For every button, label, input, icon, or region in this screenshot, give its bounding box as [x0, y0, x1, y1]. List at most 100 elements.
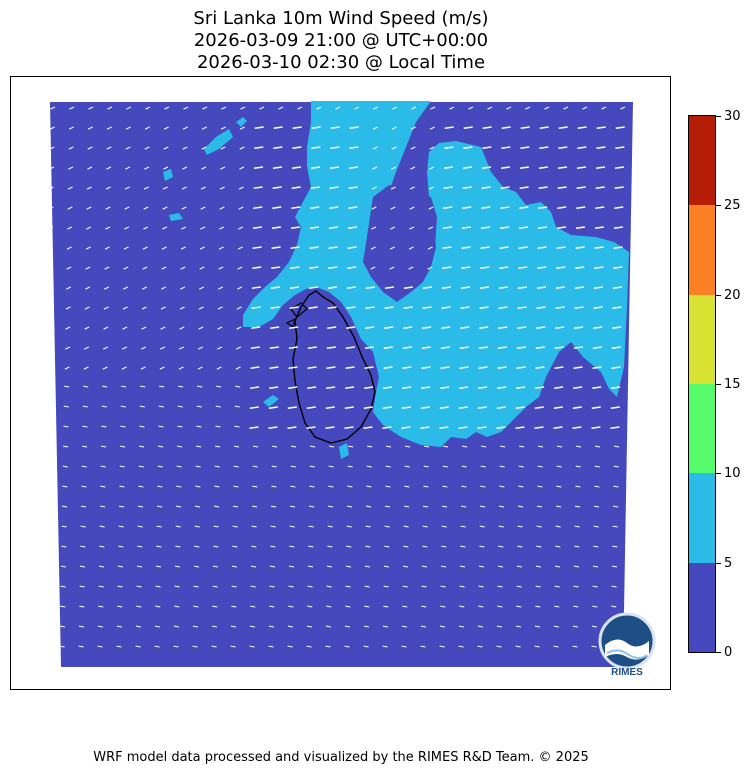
wind-arrow — [45, 366, 51, 370]
wind-arrow — [592, 605, 598, 608]
wind-map[interactable] — [11, 77, 671, 690]
wind-arrow — [423, 485, 429, 488]
wind-arrow — [212, 565, 219, 568]
wind-arrow — [82, 425, 88, 428]
wind-arrow — [307, 366, 317, 369]
wind-arrow — [335, 106, 341, 110]
wind-arrow — [86, 226, 92, 230]
wind-arrow — [252, 246, 262, 249]
wind-arrow — [515, 625, 521, 628]
wind-arrow — [500, 166, 511, 169]
wind-arrow — [365, 525, 371, 528]
wind-arrow — [124, 206, 130, 210]
wind-arrow — [175, 505, 182, 508]
wind-arrow — [346, 286, 356, 289]
wind-arrow — [60, 585, 66, 588]
wind-arrow — [462, 166, 473, 169]
wind-arrow — [558, 146, 568, 149]
wind-arrow — [155, 605, 161, 608]
wind-arrow — [44, 445, 50, 448]
wind-arrow — [460, 306, 470, 309]
wind-arrow — [574, 505, 581, 508]
wind-arrow — [139, 425, 145, 428]
wind-arrow — [161, 286, 167, 290]
wind-arrow — [534, 406, 544, 409]
wind-arrow — [86, 206, 92, 210]
wind-arrow — [519, 206, 529, 209]
wind-arrow — [177, 445, 183, 448]
wind-arrow — [67, 226, 73, 230]
wind-arrow — [347, 246, 357, 249]
wind-arrow — [140, 385, 146, 388]
wind-arrow — [309, 465, 315, 468]
wind-arrow — [311, 146, 321, 149]
wind-arrow — [611, 386, 621, 389]
wind-arrow — [612, 545, 618, 548]
wind-arrow — [516, 585, 522, 588]
wind-arrow — [370, 246, 376, 250]
wind-arrow — [460, 326, 470, 329]
wind-arrow — [572, 625, 578, 628]
wind-arrow — [497, 565, 504, 568]
wind-arrow — [100, 465, 106, 468]
wind-arrow — [421, 366, 431, 369]
wind-arrow — [104, 286, 110, 290]
wind-arrow — [217, 346, 223, 350]
wind-arrow — [420, 426, 430, 429]
wind-arrow — [373, 106, 379, 110]
wind-arrow — [272, 445, 278, 448]
wind-arrow — [444, 146, 454, 149]
wind-arrow — [98, 565, 105, 568]
wind-arrow — [460, 505, 467, 508]
wind-arrow — [383, 585, 389, 588]
wind-arrow — [66, 286, 72, 290]
wind-arrow — [41, 605, 47, 608]
wind-arrow — [346, 525, 352, 528]
wind-arrow — [402, 585, 408, 588]
wind-arrow — [86, 186, 92, 190]
wind-arrow — [271, 226, 281, 229]
wind-arrow — [173, 625, 179, 628]
wind-arrow — [42, 525, 48, 528]
wind-arrow — [215, 405, 221, 408]
wind-arrow — [251, 326, 261, 329]
wind-arrow — [49, 166, 55, 170]
wind-arrow — [478, 605, 484, 608]
wind-arrow — [217, 326, 223, 330]
wind-arrow — [116, 625, 122, 628]
wind-arrow — [518, 246, 528, 249]
wind-arrow — [497, 605, 503, 608]
wind-arrow — [480, 266, 490, 269]
wind-arrow — [421, 386, 431, 389]
wind-arrow — [538, 206, 548, 209]
wind-arrow — [290, 226, 300, 229]
wind-arrow — [158, 425, 164, 428]
wind-arrow — [460, 545, 466, 548]
wind-arrow — [460, 286, 470, 289]
wind-arrow — [615, 146, 625, 149]
wind-arrow — [311, 126, 321, 129]
wind-arrow — [575, 266, 585, 269]
wind-arrow — [593, 326, 603, 329]
wind-arrow — [421, 605, 427, 608]
wind-arrow — [497, 585, 503, 588]
wind-arrow — [593, 306, 603, 309]
wind-arrow — [389, 266, 395, 270]
wind-arrow — [410, 146, 416, 150]
wind-arrow — [249, 406, 259, 409]
map-frame[interactable]: RIMES — [10, 76, 671, 690]
wind-arrow — [458, 625, 464, 628]
wind-arrow — [498, 326, 508, 329]
wind-arrow — [325, 645, 331, 648]
wind-arrow — [156, 505, 163, 508]
wind-arrow — [538, 186, 548, 189]
wind-arrow — [613, 465, 619, 468]
wind-arrow — [219, 206, 225, 210]
wind-arrow — [535, 366, 545, 369]
wind-arrow — [291, 166, 302, 169]
wind-arrow — [420, 406, 430, 409]
wind-arrow — [234, 445, 240, 448]
colorbar-segment-5-10 — [689, 473, 715, 563]
wind-arrow — [290, 465, 296, 468]
wind-arrow — [382, 426, 392, 429]
